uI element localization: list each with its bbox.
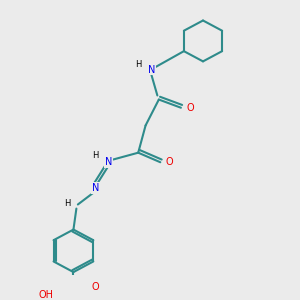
Text: O: O	[91, 282, 99, 292]
Text: OH: OH	[39, 290, 54, 300]
Text: N: N	[105, 157, 112, 167]
Text: H: H	[64, 199, 70, 208]
Text: H: H	[135, 60, 141, 69]
Text: N: N	[148, 64, 155, 75]
Text: O: O	[166, 157, 173, 167]
Text: H: H	[92, 151, 99, 160]
Text: O: O	[187, 103, 194, 113]
Text: N: N	[92, 183, 99, 193]
